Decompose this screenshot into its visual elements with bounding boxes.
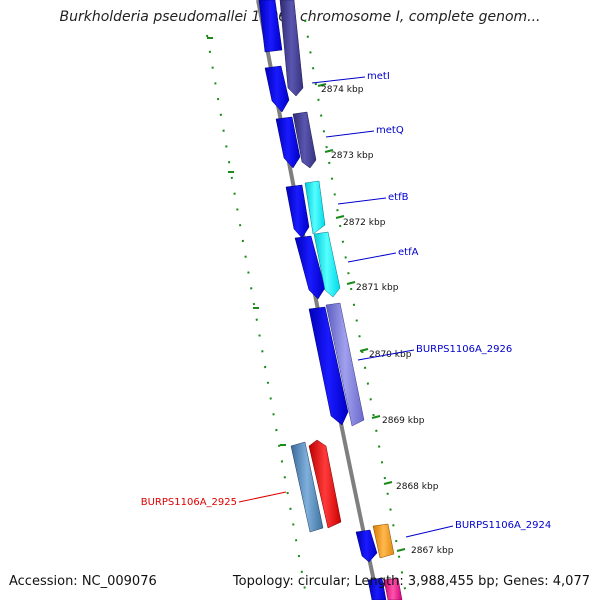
gene-label-etfA[interactable]: etfA — [398, 247, 419, 258]
gene-arrow[interactable] — [279, 0, 304, 97]
gene-arrow[interactable] — [264, 65, 290, 113]
gene-arrow[interactable] — [308, 439, 342, 529]
scale-label: 2868 kbp — [396, 482, 439, 492]
gene-arrow[interactable] — [290, 441, 324, 533]
gene-arrow[interactable] — [275, 116, 301, 169]
scale-label: 2867 kbp — [411, 546, 454, 556]
scale-label: 2873 kbp — [331, 151, 374, 161]
inner-strand-genes — [290, 439, 342, 533]
topology-label: Topology: circular; Length: 3,988,455 bp… — [232, 574, 590, 589]
gene-arrow[interactable] — [372, 523, 395, 559]
accession-label: Accession: NC_009076 — [9, 574, 157, 589]
gene-arrow[interactable] — [383, 577, 403, 600]
gene-arrow[interactable] — [355, 529, 378, 563]
gene-arrow[interactable] — [258, 0, 283, 53]
scale-labels: 2874 kbp 2873 kbp 2872 kbp 2871 kbp 2870… — [321, 85, 454, 556]
gene-arrow[interactable] — [294, 235, 326, 300]
scale-label: 2872 kbp — [343, 218, 386, 228]
gene-arrow[interactable] — [285, 184, 310, 239]
gene-arrow[interactable] — [308, 306, 349, 426]
scale-label: 2874 kbp — [321, 85, 364, 95]
gene-labels: metI metQ etfB etfA BURPS1106A_2926 BURP… — [141, 71, 552, 531]
gene-label-burps1106a-2926[interactable]: BURPS1106A_2926 — [416, 344, 512, 355]
gene-arrow[interactable] — [304, 180, 326, 235]
outer-strand-genes — [279, 0, 403, 600]
scale-label: 2871 kbp — [356, 283, 399, 293]
map-title: Burkholderia pseudomallei 1106a chromoso… — [59, 9, 541, 25]
gene-label-etfB[interactable]: etfB — [388, 192, 409, 203]
gene-arrow[interactable] — [292, 111, 317, 169]
gene-label-burps1106a-2924[interactable]: BURPS1106A_2924 — [455, 520, 551, 531]
scale-label: 2869 kbp — [382, 416, 425, 426]
gene-arrow[interactable] — [313, 231, 341, 298]
forward-strand-genes — [258, 0, 387, 600]
major-ticks — [207, 37, 406, 552]
gene-label-metQ[interactable]: metQ — [376, 125, 404, 136]
label-leader-lines — [238, 76, 454, 538]
scale-label: 2870 kbp — [369, 350, 412, 360]
gene-arrow[interactable] — [367, 577, 387, 600]
outer-tick-track — [304, 19, 408, 600]
gene-label-burps1106a-2925[interactable]: BURPS1106A_2925 — [141, 497, 237, 508]
gene-arrow[interactable] — [325, 302, 365, 427]
gene-label-metI[interactable]: metI — [367, 71, 390, 82]
